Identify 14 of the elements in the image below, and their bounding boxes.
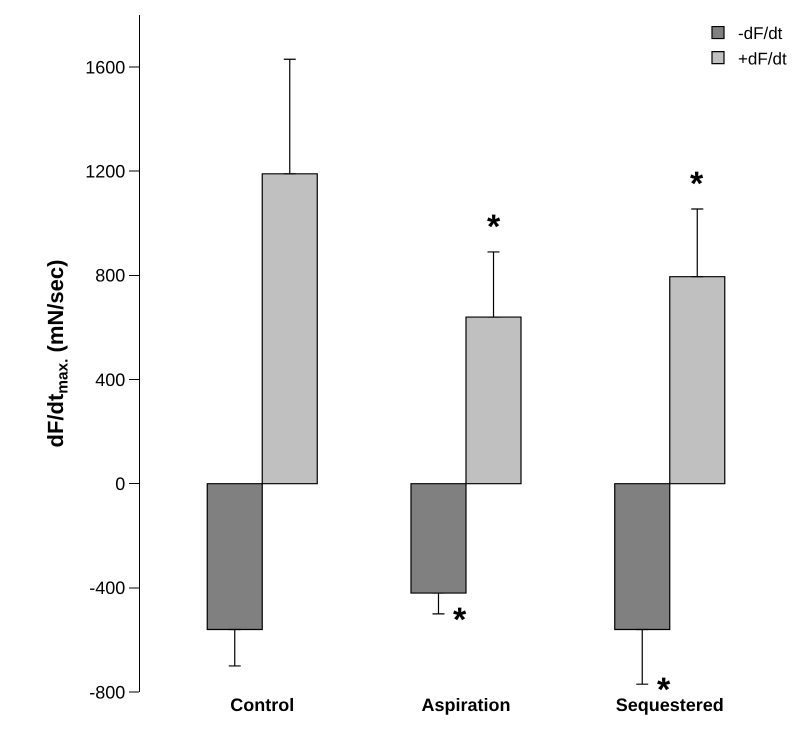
y-tick-label: -400	[89, 578, 126, 598]
y-tick-label: 0	[115, 474, 126, 494]
annotation: *	[487, 208, 501, 246]
y-tick-label: -800	[89, 682, 126, 702]
y-tick-label: 1600	[85, 57, 126, 78]
y-tick-label: 800	[95, 266, 126, 286]
y-tick-label: 400	[95, 370, 126, 390]
y-tick-label: 1200	[85, 162, 126, 182]
x-tick-label: Control	[230, 695, 294, 715]
legend-label: -dF/dt	[738, 24, 783, 44]
x-tick-label: Aspiration	[421, 695, 511, 715]
legend-label: +dF/dt	[738, 49, 787, 68]
annotation: *	[690, 165, 704, 203]
annotation: *	[453, 601, 467, 639]
